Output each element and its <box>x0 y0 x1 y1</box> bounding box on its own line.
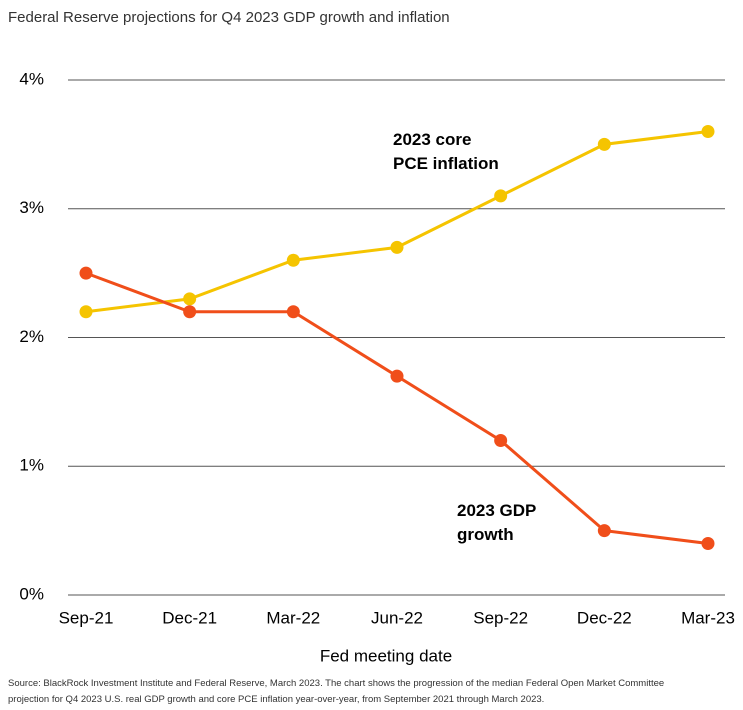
x-tick-label: Mar-22 <box>266 608 320 627</box>
data-point <box>79 305 93 319</box>
x-tick-label: Dec-21 <box>162 608 217 627</box>
y-tick-label: 3% <box>19 198 44 217</box>
y-tick-label: 4% <box>19 69 44 88</box>
data-point <box>597 524 611 538</box>
data-point <box>494 434 508 447</box>
source-note: Source: BlackRock Investment Institute a… <box>8 678 665 705</box>
data-point <box>286 305 300 319</box>
data-point <box>494 189 508 203</box>
data-point <box>286 253 300 267</box>
x-tick-label: Mar-23 <box>681 608 735 627</box>
series-label: 2023 core PCE inflation <box>393 130 499 173</box>
chart-title: Federal Reserve projections for Q4 2023 … <box>8 9 450 26</box>
series-label: 2023 GDP growth <box>457 501 537 544</box>
x-tick-label: Sep-21 <box>59 608 114 627</box>
x-tick-label: Dec-22 <box>577 608 632 627</box>
data-point <box>597 137 611 151</box>
data-point <box>390 240 404 254</box>
data-point <box>701 125 715 138</box>
y-tick-label: 0% <box>19 584 44 603</box>
data-point <box>701 537 715 550</box>
data-point <box>183 292 197 306</box>
series-line <box>85 271 709 545</box>
y-tick-label: 1% <box>19 456 44 475</box>
data-point <box>183 305 197 319</box>
x-tick-label: Jun-22 <box>371 608 423 627</box>
data-point <box>79 266 93 280</box>
x-tick-label: Sep-22 <box>473 608 528 627</box>
x-axis-title: Fed meeting date <box>320 646 452 665</box>
data-point <box>390 369 404 383</box>
y-tick-label: 2% <box>19 327 44 346</box>
